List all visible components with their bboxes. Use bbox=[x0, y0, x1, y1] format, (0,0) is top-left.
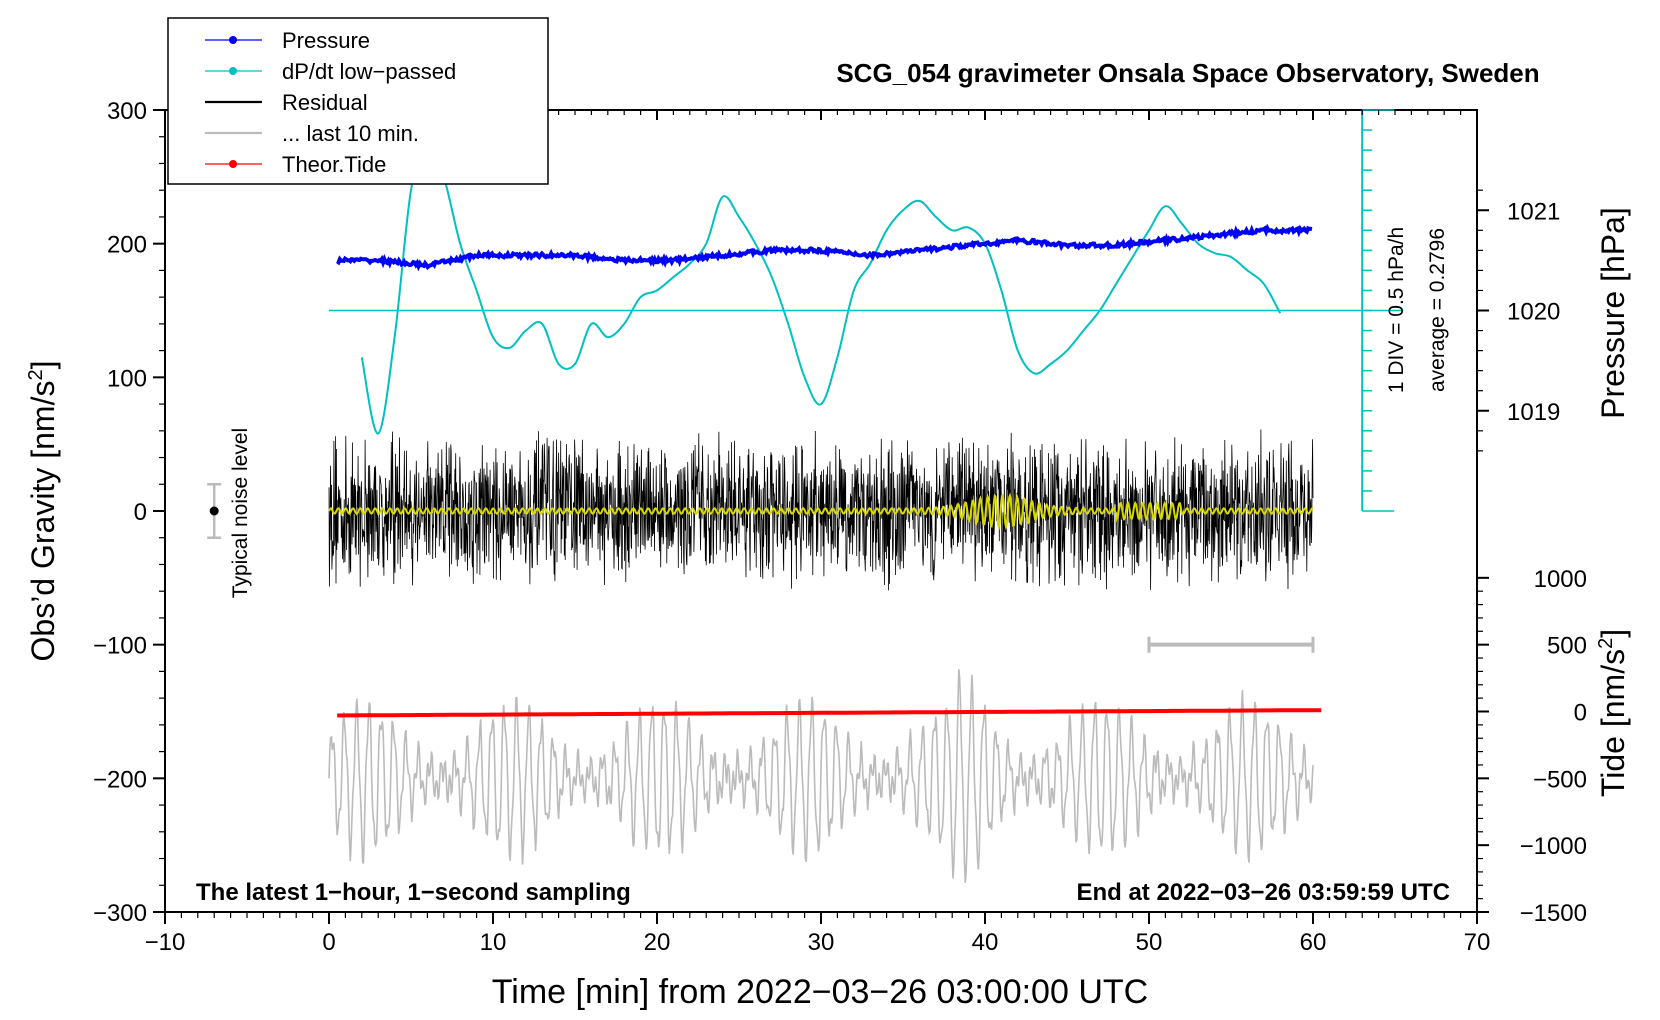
x-tick-label: 40 bbox=[972, 929, 999, 956]
legend-marker bbox=[229, 36, 237, 44]
legend-label: Residual bbox=[282, 90, 368, 115]
x-tick-label: 10 bbox=[480, 929, 507, 956]
x-tick-label: 0 bbox=[322, 929, 335, 956]
y-tick-label: −200 bbox=[93, 766, 147, 793]
noise-level-dot bbox=[209, 506, 219, 516]
y-tick-label: 0 bbox=[134, 499, 147, 526]
pressure-tick-label: 1019 bbox=[1507, 399, 1560, 426]
pressure-tick-label: 1021 bbox=[1507, 198, 1560, 225]
x-axis-label: Time [min] from 2022−03−26 03:00:00 UTC bbox=[492, 973, 1148, 1011]
legend-label: Theor.Tide bbox=[282, 152, 386, 177]
series-last-10-min bbox=[328, 669, 1314, 883]
y-axis-label-pressure: Pressure [hPa] bbox=[1595, 207, 1631, 419]
series-residual bbox=[328, 429, 1314, 591]
legend: Pressure dP/dt low−passed Residual ... last… bbox=[167, 17, 549, 185]
tide-tick-label: −500 bbox=[1533, 766, 1587, 793]
noise-level-label: Typical noise level bbox=[229, 428, 252, 598]
x-tick-label: 60 bbox=[1300, 929, 1327, 956]
series-residual-lowpassed bbox=[328, 492, 1314, 531]
legend-marker bbox=[229, 67, 237, 75]
legend-label: ... last 10 min. bbox=[282, 121, 419, 146]
x-tick-label: 50 bbox=[1136, 929, 1163, 956]
y-tick-label: −100 bbox=[93, 633, 147, 660]
y-tick-label: 200 bbox=[107, 232, 147, 259]
tide-tick-label: −1500 bbox=[1520, 900, 1587, 927]
end-time-note: End at 2022−03−26 03:59:59 UTC bbox=[1076, 879, 1450, 906]
y-tick-label: −300 bbox=[93, 900, 147, 927]
tide-tick-label: −1000 bbox=[1520, 833, 1587, 860]
y-tick-label: 100 bbox=[107, 365, 147, 392]
tide-tick-label: 1000 bbox=[1534, 566, 1587, 593]
series-dpdt bbox=[360, 135, 1282, 435]
pressure-tick-label: 1020 bbox=[1507, 299, 1560, 326]
legend-label: dP/dt low−passed bbox=[282, 59, 456, 84]
y-axis-label-tide: Tide [nm/s2] bbox=[1595, 629, 1631, 797]
tide-tick-label: 500 bbox=[1547, 633, 1587, 660]
dpdt-scale-div-label: 1 DIV = 0.5 hPa/h bbox=[1385, 227, 1408, 393]
dpdt-average-label: average = 0.2796 bbox=[1426, 228, 1449, 392]
series-theor-tide bbox=[337, 708, 1322, 718]
series-pressure bbox=[336, 223, 1313, 272]
x-tick-label: 20 bbox=[644, 929, 671, 956]
y-axis-label-left: Obs’d Gravity [nm/s2] bbox=[25, 361, 61, 662]
x-tick-label: −10 bbox=[145, 929, 186, 956]
chart-title: SCG_054 gravimeter Onsala Space Observat… bbox=[836, 58, 1539, 88]
tide-tick-label: 0 bbox=[1574, 700, 1587, 727]
x-tick-label: 30 bbox=[808, 929, 835, 956]
legend-label: Pressure bbox=[282, 28, 370, 53]
legend-marker bbox=[229, 160, 237, 168]
x-tick-label: 70 bbox=[1464, 929, 1491, 956]
sampling-note: The latest 1−hour, 1−second sampling bbox=[196, 879, 631, 906]
y-tick-label: 300 bbox=[107, 98, 147, 125]
